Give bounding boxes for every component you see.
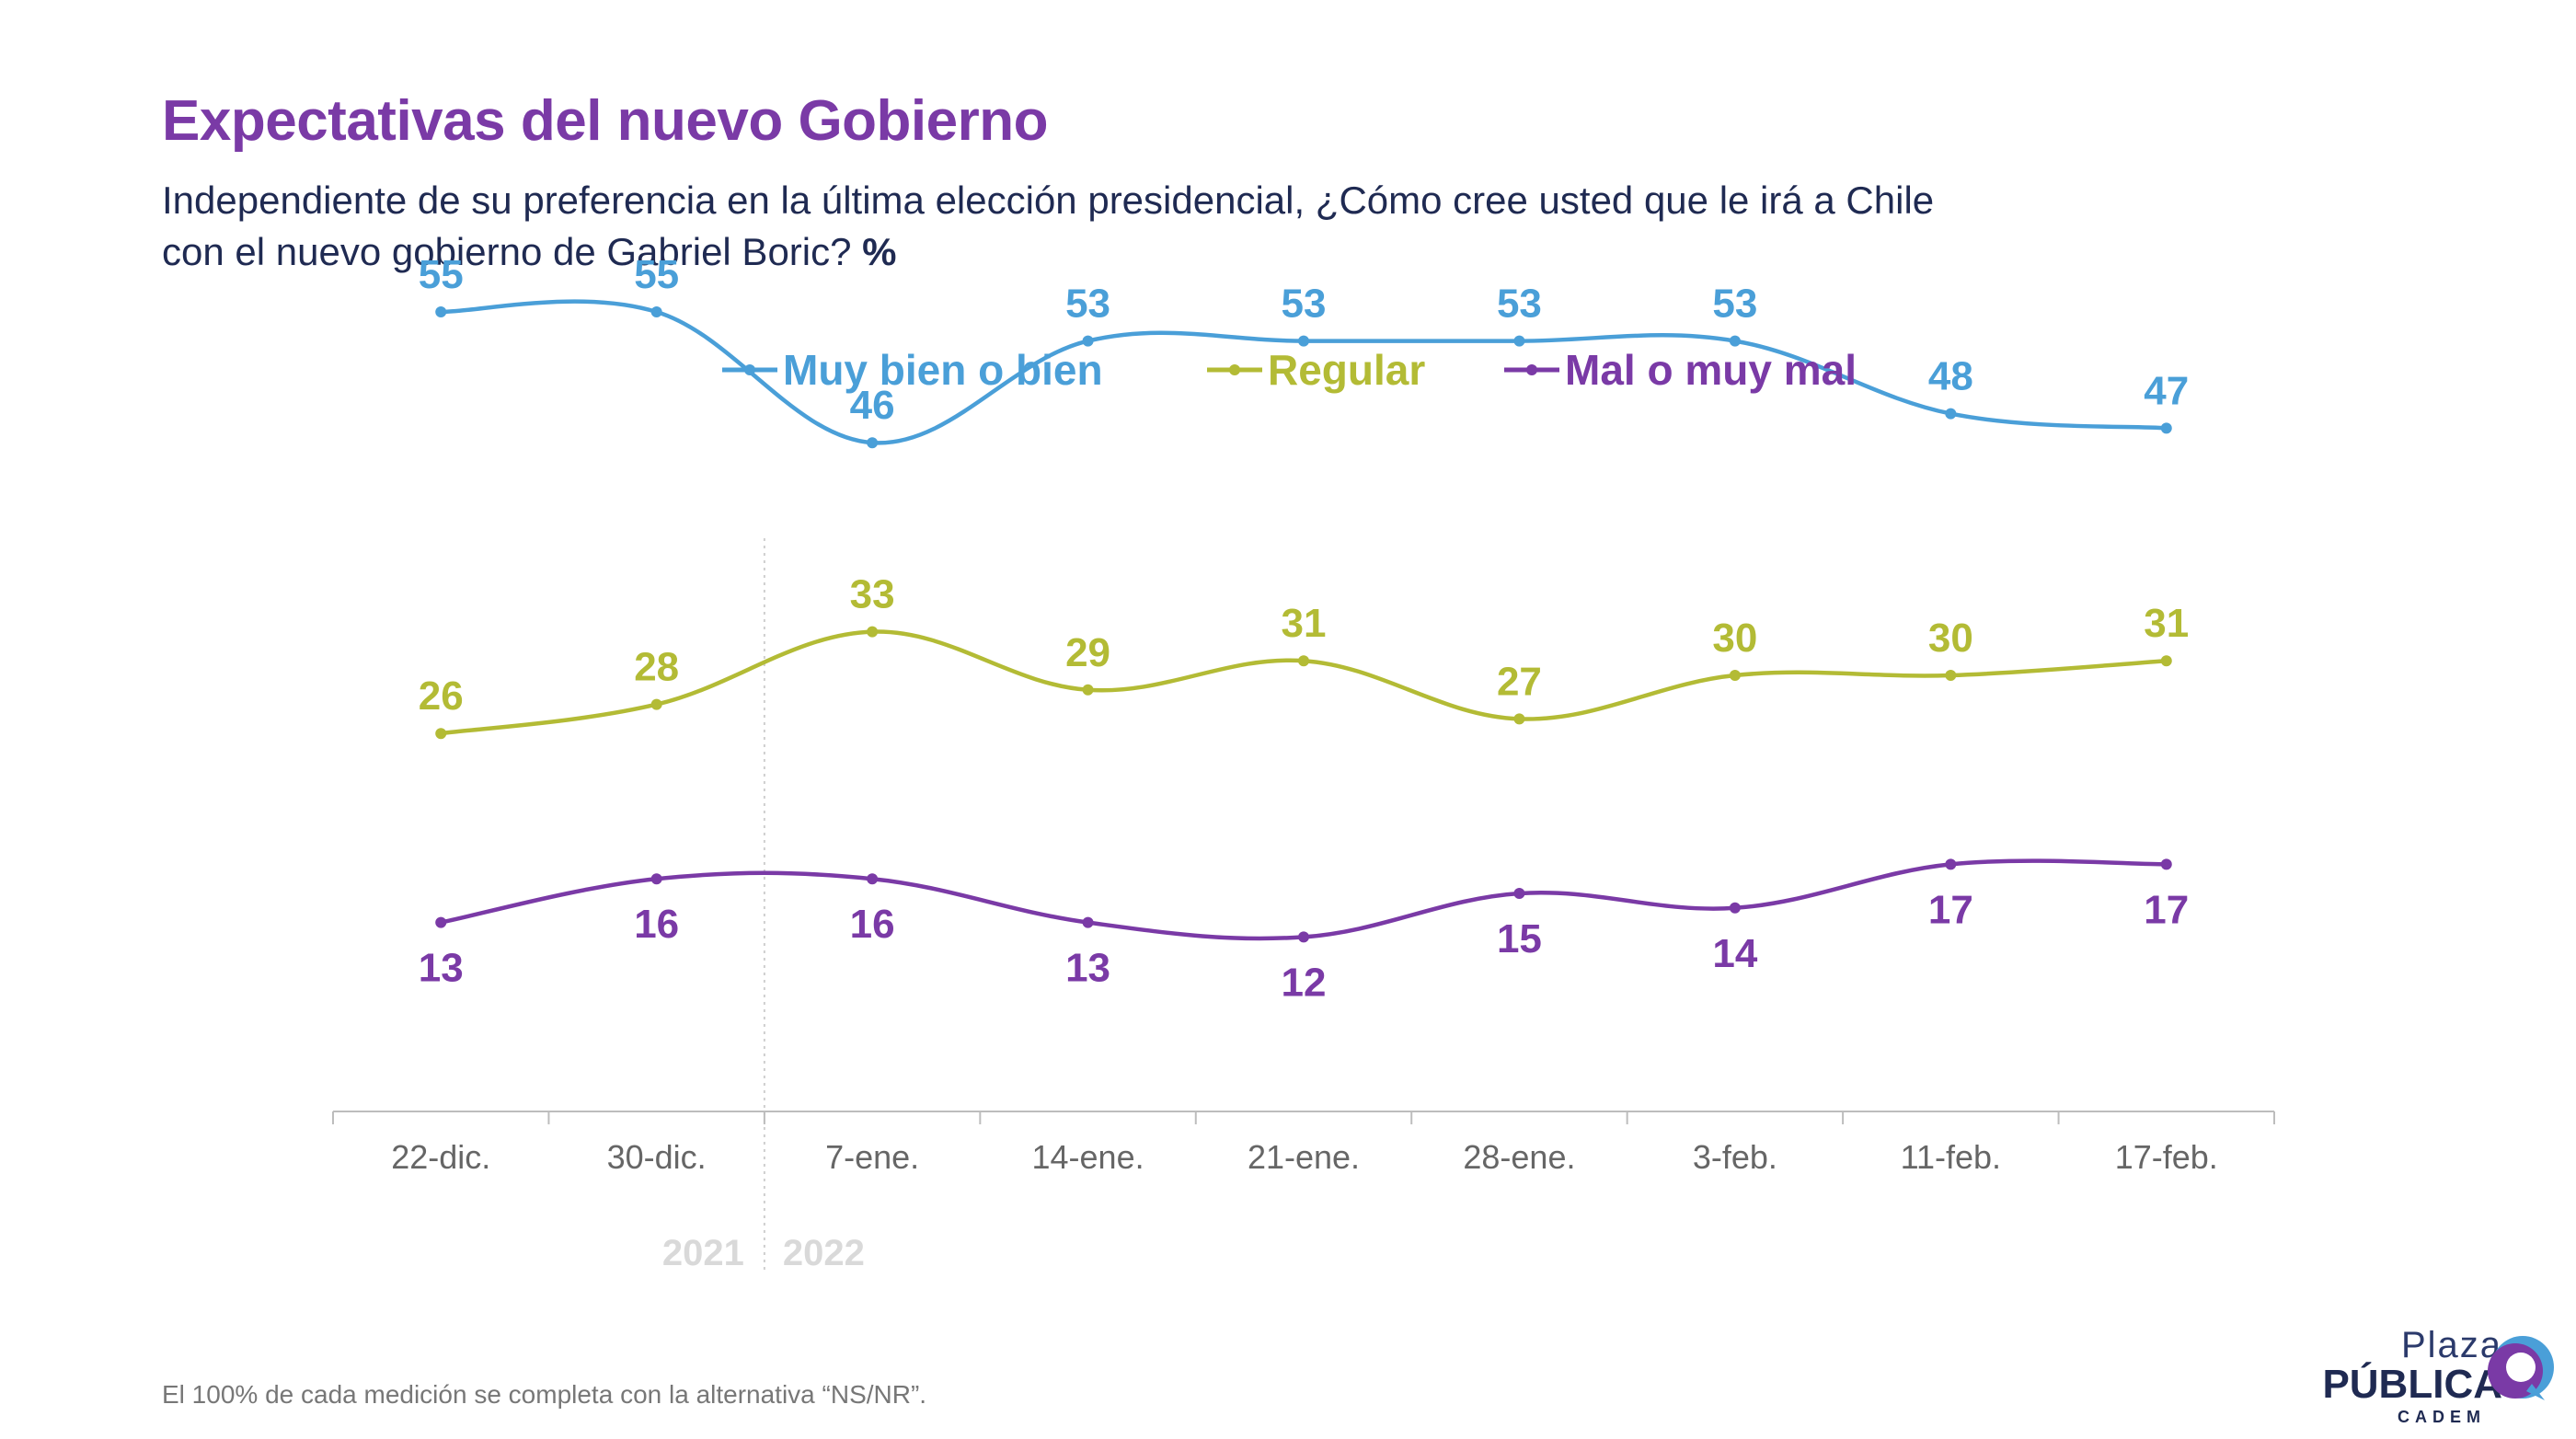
- x-tick-label: 30-dic.: [607, 1138, 707, 1176]
- data-label-muy-bien-o-bien: 53: [1065, 282, 1110, 327]
- x-tick-label: 17-feb.: [2115, 1138, 2218, 1176]
- data-point-mal-o-muy-mal: [1298, 931, 1309, 943]
- logo-text-publica: PÚBLICA: [2322, 1362, 2502, 1407]
- data-point-muy-bien-o-bien: [1729, 335, 1741, 347]
- legend-label-muy-bien-o-bien: Muy bien o bien: [783, 346, 1103, 394]
- data-label-regular: 30: [1712, 616, 1757, 661]
- data-label-muy-bien-o-bien: 47: [2144, 368, 2189, 413]
- data-label-muy-bien-o-bien: 53: [1712, 282, 1757, 327]
- data-label-muy-bien-o-bien: 53: [1497, 282, 1542, 327]
- data-point-muy-bien-o-bien: [650, 306, 662, 317]
- data-point-mal-o-muy-mal: [1945, 858, 1957, 870]
- x-tick-label: 22-dic.: [391, 1138, 490, 1176]
- x-tick-label: 3-feb.: [1693, 1138, 1777, 1176]
- data-point-muy-bien-o-bien: [2160, 422, 2172, 434]
- data-label-mal-o-muy-mal: 16: [850, 902, 895, 947]
- data-point-regular: [1082, 684, 1094, 696]
- data-label-muy-bien-o-bien: 55: [419, 252, 464, 297]
- data-label-muy-bien-o-bien: 48: [1928, 354, 1973, 399]
- data-point-mal-o-muy-mal: [435, 916, 447, 928]
- year-label-2022: 2022: [783, 1233, 865, 1273]
- data-point-regular: [1513, 713, 1525, 725]
- data-label-mal-o-muy-mal: 14: [1712, 931, 1757, 976]
- data-point-mal-o-muy-mal: [867, 873, 879, 885]
- x-tick-label: 14-ene.: [1032, 1138, 1144, 1176]
- series-line-muy-bien-o-bien: [438, 299, 2169, 445]
- data-label-regular: 29: [1065, 630, 1110, 675]
- data-point-regular: [1945, 670, 1957, 681]
- data-label-mal-o-muy-mal: 13: [419, 946, 464, 991]
- x-tick-label: 11-feb.: [1901, 1138, 2001, 1176]
- data-label-mal-o-muy-mal: 12: [1282, 960, 1327, 1005]
- legend-marker-muy-bien-o-bien: [744, 364, 755, 375]
- data-point-muy-bien-o-bien: [867, 437, 879, 449]
- data-label-regular: 28: [634, 645, 679, 690]
- data-label-mal-o-muy-mal: 13: [1065, 946, 1110, 991]
- data-label-mal-o-muy-mal: 17: [2144, 887, 2189, 932]
- data-label-regular: 33: [850, 572, 895, 617]
- data-point-mal-o-muy-mal: [2160, 858, 2172, 870]
- data-label-muy-bien-o-bien: 53: [1282, 282, 1327, 327]
- x-tick-label: 7-ene.: [825, 1138, 919, 1176]
- legend-marker-regular: [1229, 364, 1240, 375]
- data-point-regular: [650, 698, 662, 710]
- data-label-regular: 31: [1282, 601, 1327, 646]
- data-point-regular: [1298, 655, 1309, 667]
- data-label-regular: 26: [419, 673, 464, 719]
- data-point-muy-bien-o-bien: [1082, 335, 1094, 347]
- logo-text-cadem: CADEM: [2398, 1408, 2486, 1426]
- legend-label-mal-o-muy-mal: Mal o muy mal: [1565, 346, 1857, 394]
- data-point-regular: [867, 626, 879, 638]
- subtitle-line-2: con el nuevo gobierno de Gabriel Boric?: [162, 230, 852, 273]
- page-subtitle: Independiente de su preferencia en la úl…: [162, 175, 2278, 278]
- data-label-muy-bien-o-bien: 46: [850, 383, 895, 428]
- footnote: El 100% de cada medición se completa con…: [162, 1380, 927, 1409]
- data-point-muy-bien-o-bien: [1298, 335, 1309, 347]
- data-label-mal-o-muy-mal: 16: [634, 902, 679, 947]
- data-point-mal-o-muy-mal: [650, 873, 662, 885]
- data-point-regular: [435, 728, 447, 740]
- data-point-regular: [2160, 655, 2172, 667]
- data-label-regular: 31: [2144, 601, 2189, 646]
- data-label-muy-bien-o-bien: 55: [634, 252, 679, 297]
- data-label-mal-o-muy-mal: 15: [1497, 916, 1542, 961]
- data-label-regular: 27: [1497, 659, 1542, 704]
- series-line-regular: [438, 629, 2169, 736]
- data-point-regular: [1729, 670, 1741, 681]
- page-title: Expectativas del nuevo Gobierno: [162, 89, 1049, 153]
- subtitle-unit: %: [862, 230, 897, 273]
- x-tick-label: 21-ene.: [1248, 1138, 1360, 1176]
- data-point-muy-bien-o-bien: [1945, 408, 1957, 420]
- line-chart: 22-dic. 30-dic. 7-ene. 14-ene. 21-ene. 28-ene…: [332, 252, 2275, 1274]
- logo-text-plaza: Plaza: [2400, 1325, 2502, 1365]
- data-point-muy-bien-o-bien: [435, 306, 447, 317]
- subtitle-line-1: Independiente de su preferencia en la úl…: [162, 178, 1935, 222]
- data-label-regular: 30: [1928, 616, 1973, 661]
- legend-marker-mal-o-muy-mal: [1526, 364, 1537, 375]
- x-tick-label: 28-ene.: [1463, 1138, 1575, 1176]
- data-point-mal-o-muy-mal: [1513, 888, 1525, 899]
- speech-bubble-icon: [2488, 1336, 2554, 1400]
- year-label-2021: 2021: [662, 1233, 744, 1273]
- plaza-publica-cadem-logo: Plaza PÚBLICA CADEM: [2282, 1316, 2558, 1426]
- data-point-mal-o-muy-mal: [1082, 916, 1094, 928]
- legend-label-regular: Regular: [1268, 346, 1425, 394]
- data-label-mal-o-muy-mal: 17: [1928, 887, 1973, 932]
- series-line-mal-o-muy-mal: [438, 858, 2169, 941]
- data-point-mal-o-muy-mal: [1729, 902, 1741, 914]
- data-point-muy-bien-o-bien: [1513, 335, 1525, 347]
